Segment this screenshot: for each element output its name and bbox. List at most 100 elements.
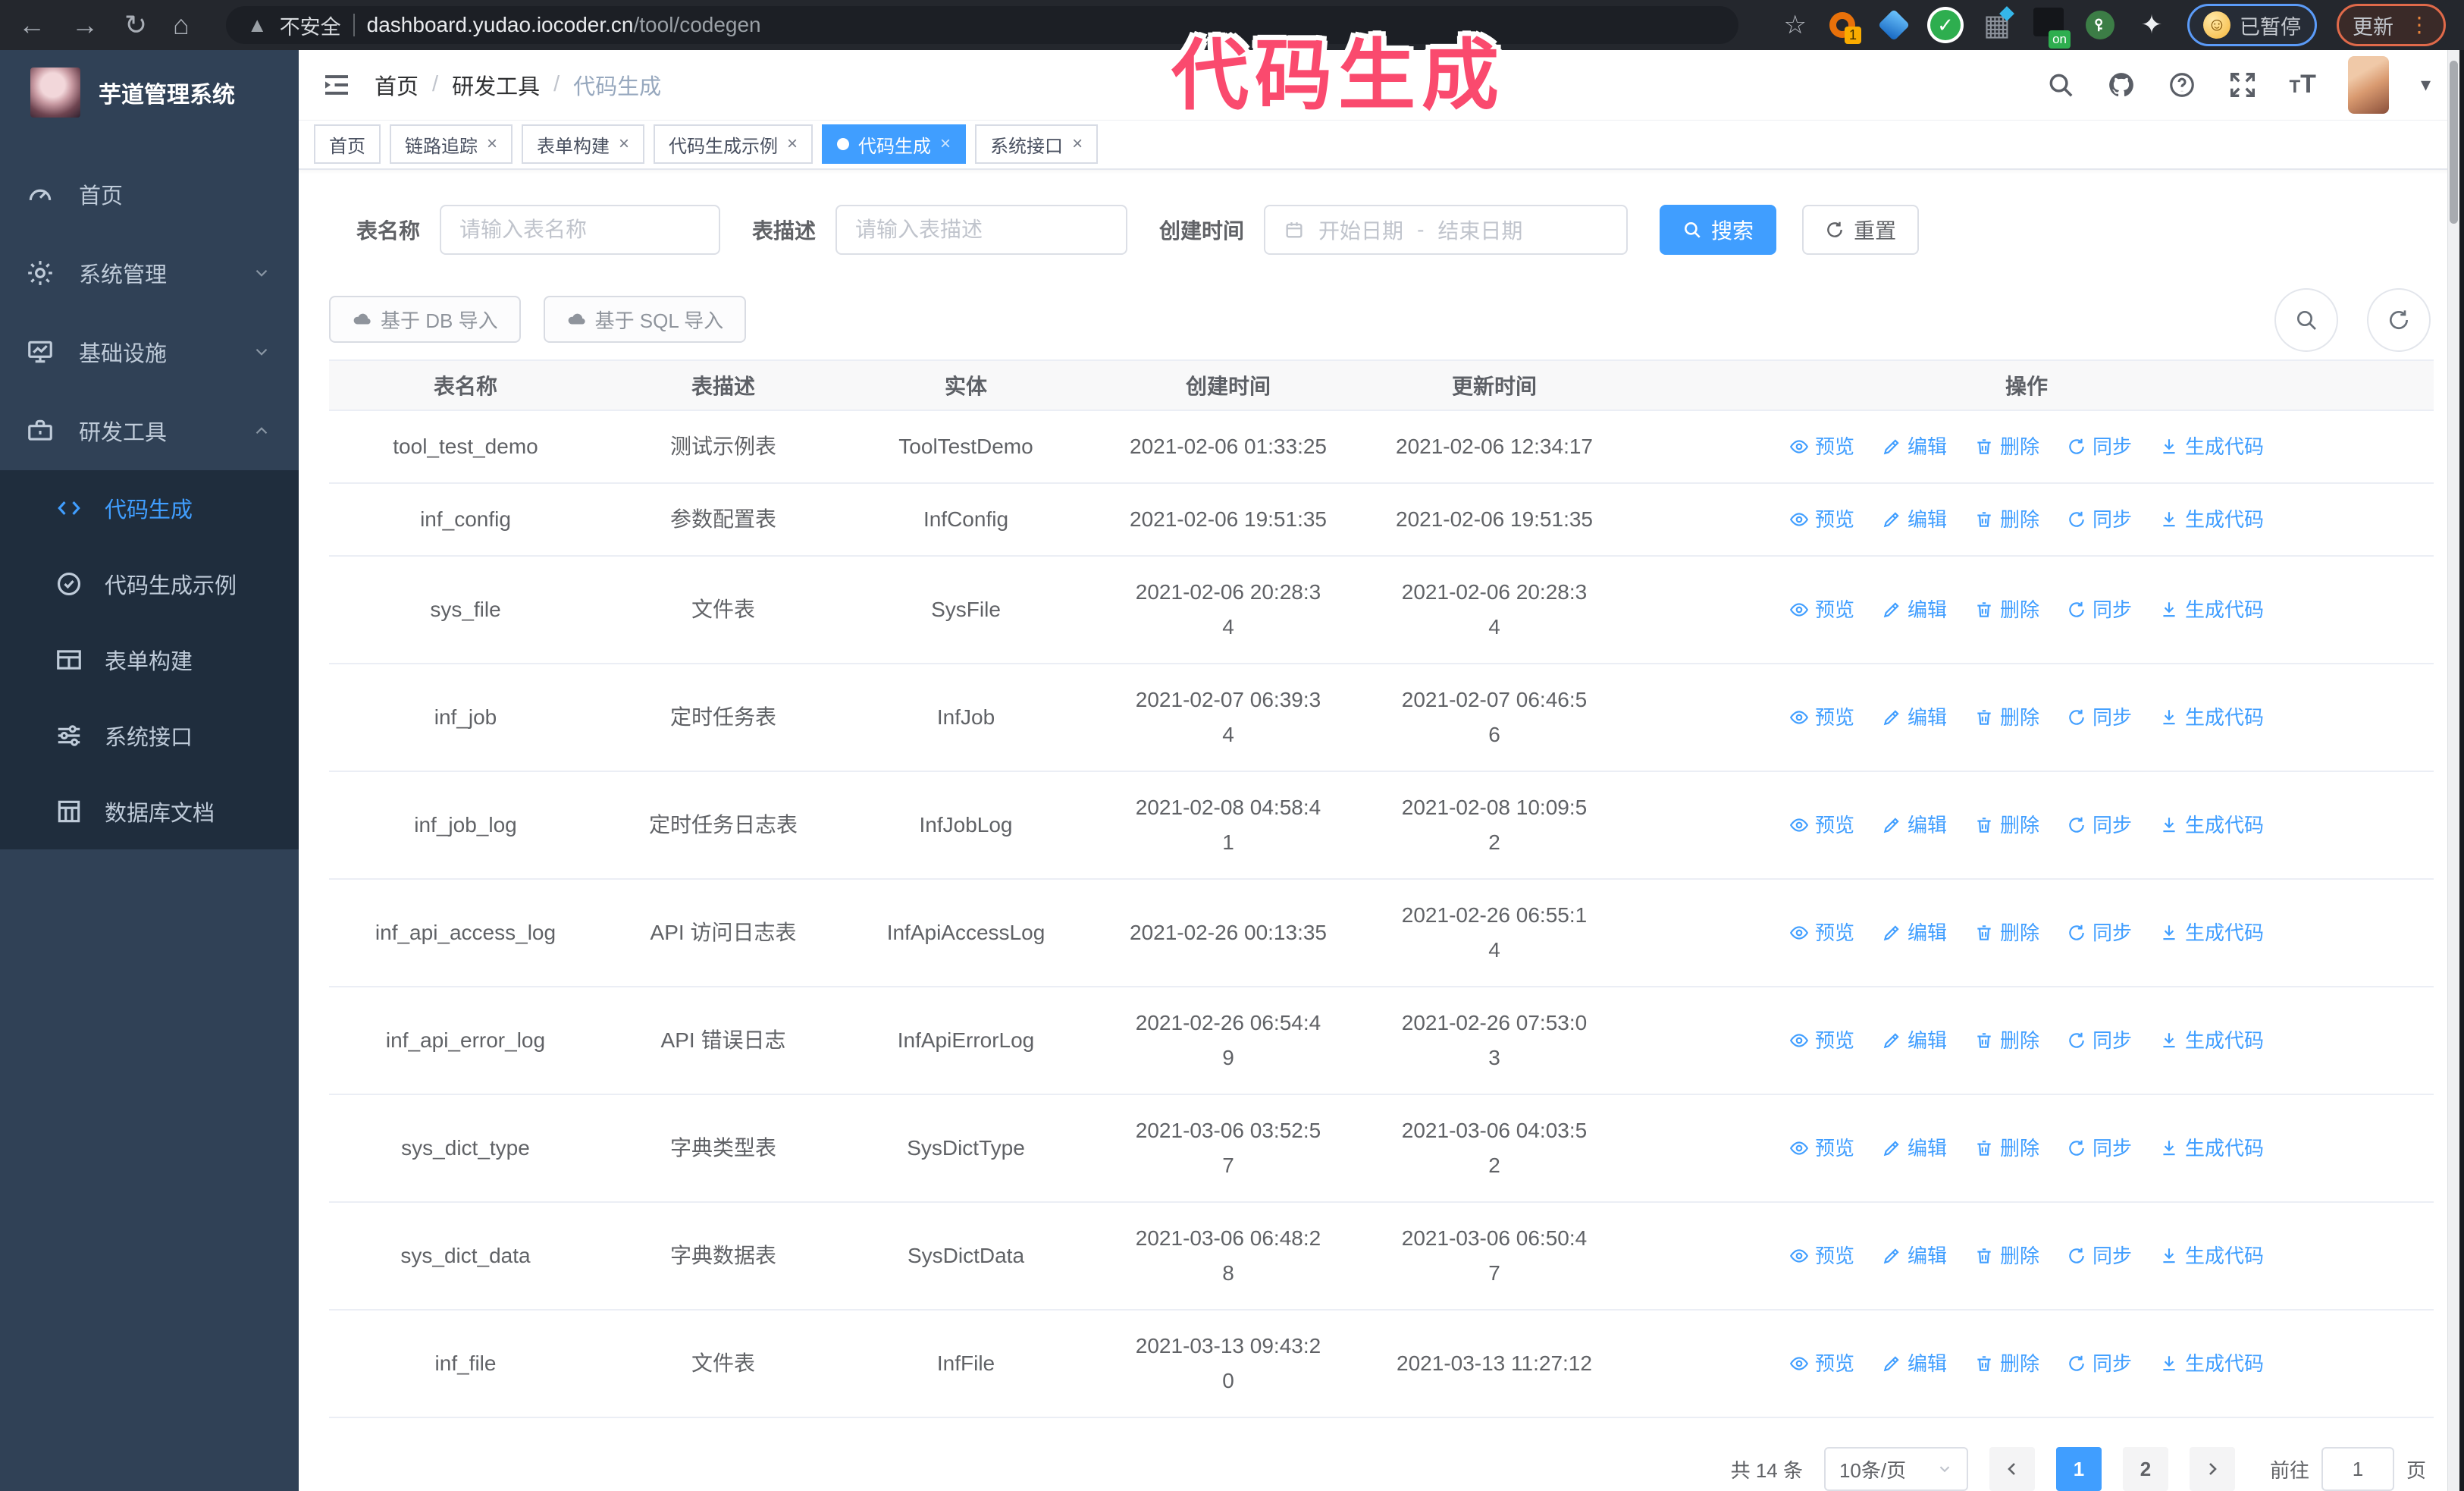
update-button[interactable]: 更新 ⋮: [2337, 4, 2446, 46]
sync-link[interactable]: 同步: [2067, 915, 2132, 950]
generate-code-link[interactable]: 生成代码: [2159, 700, 2264, 735]
reset-button[interactable]: 重置: [1802, 205, 1920, 255]
paused-badge[interactable]: ☺ 已暂停: [2187, 4, 2317, 46]
preview-link[interactable]: 预览: [1789, 1346, 1854, 1381]
sidebar-item-codegen-example[interactable]: 代码生成示例: [0, 546, 299, 622]
font-size-icon[interactable]: TT: [2289, 70, 2316, 99]
delete-link[interactable]: 删除: [1974, 592, 2039, 627]
tag-trace[interactable]: 链路追踪 ×: [390, 124, 513, 165]
delete-link[interactable]: 删除: [1974, 1023, 2039, 1058]
reload-icon[interactable]: ↻: [124, 9, 148, 40]
preview-link[interactable]: 预览: [1789, 502, 1854, 537]
window-scrollbar[interactable]: [2447, 50, 2459, 1491]
generate-code-link[interactable]: 生成代码: [2159, 808, 2264, 843]
orange-extension-icon[interactable]: 1: [1826, 9, 1861, 44]
switch-on-extension-icon[interactable]: on: [2033, 9, 2071, 49]
tag-code-generation[interactable]: 代码生成 ×: [822, 124, 967, 165]
edit-link[interactable]: 编辑: [1882, 700, 1947, 735]
preview-link[interactable]: 预览: [1789, 1238, 1854, 1273]
delete-link[interactable]: 删除: [1974, 429, 2039, 464]
tag-codegen-example[interactable]: 代码生成示例 ×: [654, 124, 813, 165]
breadcrumb-item-dev-tools[interactable]: 研发工具: [452, 74, 541, 99]
delete-link[interactable]: 删除: [1974, 700, 2039, 735]
scrollbar-thumb[interactable]: [2450, 61, 2458, 224]
browser-menu-icon[interactable]: ⋮: [2409, 12, 2430, 36]
close-icon[interactable]: ×: [487, 133, 498, 155]
tag-system-api[interactable]: 系统接口 ×: [975, 124, 1099, 165]
sidebar-item-system-management[interactable]: 系统管理: [0, 234, 299, 312]
edit-link[interactable]: 编辑: [1882, 429, 1947, 464]
sync-link[interactable]: 同步: [2067, 1346, 2132, 1381]
next-page-button[interactable]: [2189, 1447, 2235, 1491]
import-db-button[interactable]: 基于 DB 导入: [329, 296, 521, 343]
prev-page-button[interactable]: [1989, 1447, 2035, 1491]
sync-link[interactable]: 同步: [2067, 1238, 2132, 1273]
generate-code-link[interactable]: 生成代码: [2159, 502, 2264, 537]
sync-link[interactable]: 同步: [2067, 808, 2132, 843]
check-extension-icon[interactable]: ✓: [1930, 9, 1961, 41]
edit-link[interactable]: 编辑: [1882, 1131, 1947, 1166]
edit-link[interactable]: 编辑: [1882, 1023, 1947, 1058]
search-button[interactable]: 搜索: [1660, 205, 1777, 255]
edit-link[interactable]: 编辑: [1882, 592, 1947, 627]
generate-code-link[interactable]: 生成代码: [2159, 915, 2264, 950]
sync-link[interactable]: 同步: [2067, 592, 2132, 627]
sidebar-item-dev-tools[interactable]: 研发工具: [0, 391, 299, 470]
hamburger-icon[interactable]: [321, 70, 352, 100]
bookmark-star-icon[interactable]: ☆: [1783, 11, 1807, 39]
delete-link[interactable]: 删除: [1974, 808, 2039, 843]
help-icon[interactable]: [2168, 71, 2196, 99]
delete-link[interactable]: 删除: [1974, 1238, 2039, 1273]
sync-link[interactable]: 同步: [2067, 1023, 2132, 1058]
preview-link[interactable]: 预览: [1789, 429, 1854, 464]
forward-icon[interactable]: →: [71, 9, 99, 40]
preview-link[interactable]: 预览: [1789, 808, 1854, 843]
sidebar-logo[interactable]: 芋道管理系统: [0, 50, 299, 135]
grid-extension-icon[interactable]: ▦: [1981, 5, 2014, 42]
avatar[interactable]: [2347, 55, 2389, 114]
close-icon[interactable]: ×: [787, 133, 798, 155]
generate-code-link[interactable]: 生成代码: [2159, 429, 2264, 464]
avatar-caret-icon[interactable]: ▾: [2420, 73, 2431, 96]
page-button-2[interactable]: 2: [2122, 1447, 2168, 1491]
preview-link[interactable]: 预览: [1789, 700, 1854, 735]
goto-page-input[interactable]: [2321, 1447, 2394, 1491]
generate-code-link[interactable]: 生成代码: [2159, 1023, 2264, 1058]
close-icon[interactable]: ×: [940, 133, 951, 155]
delete-link[interactable]: 删除: [1974, 915, 2039, 950]
date-range-picker[interactable]: 开始日期 - 结束日期: [1264, 205, 1629, 255]
close-icon[interactable]: ×: [619, 133, 630, 155]
edit-link[interactable]: 编辑: [1882, 1238, 1947, 1273]
breadcrumb-item-home[interactable]: 首页: [375, 74, 419, 99]
generate-code-link[interactable]: 生成代码: [2159, 1131, 2264, 1166]
github-icon[interactable]: [2107, 71, 2136, 99]
sidebar-item-home[interactable]: 首页: [0, 155, 299, 234]
import-sql-button[interactable]: 基于 SQL 导入: [543, 296, 747, 343]
preview-link[interactable]: 预览: [1789, 915, 1854, 950]
back-icon[interactable]: ←: [18, 9, 45, 40]
gem-extension-icon[interactable]: [1877, 8, 1911, 42]
tag-form-builder[interactable]: 表单构建 ×: [522, 124, 645, 165]
sync-link[interactable]: 同步: [2067, 502, 2132, 537]
page-button-1[interactable]: 1: [2055, 1447, 2102, 1491]
sidebar-item-database-docs[interactable]: 数据库文档: [0, 774, 299, 849]
close-icon[interactable]: ×: [1072, 133, 1083, 155]
toggle-search-button[interactable]: [2274, 288, 2338, 352]
tag-home[interactable]: 首页: [314, 124, 381, 165]
sidebar-item-code-generation[interactable]: 代码生成: [0, 470, 299, 546]
delete-link[interactable]: 删除: [1974, 1346, 2039, 1381]
address-bar[interactable]: ▲ 不安全 dashboard.yudao.iocoder.cn/tool/co…: [225, 6, 1738, 44]
generate-code-link[interactable]: 生成代码: [2159, 1238, 2264, 1273]
sidebar-item-form-builder[interactable]: 表单构建: [0, 622, 299, 698]
delete-link[interactable]: 删除: [1974, 502, 2039, 537]
home-icon[interactable]: ⌂: [173, 9, 190, 40]
edit-link[interactable]: 编辑: [1882, 915, 1947, 950]
fullscreen-icon[interactable]: [2228, 71, 2257, 99]
sidebar-item-system-api[interactable]: 系统接口: [0, 698, 299, 774]
search-icon[interactable]: [2046, 71, 2075, 99]
refresh-table-button[interactable]: [2367, 288, 2431, 352]
table-name-input[interactable]: [459, 218, 701, 242]
edit-link[interactable]: 编辑: [1882, 808, 1947, 843]
preview-link[interactable]: 预览: [1789, 592, 1854, 627]
generate-code-link[interactable]: 生成代码: [2159, 1346, 2264, 1381]
